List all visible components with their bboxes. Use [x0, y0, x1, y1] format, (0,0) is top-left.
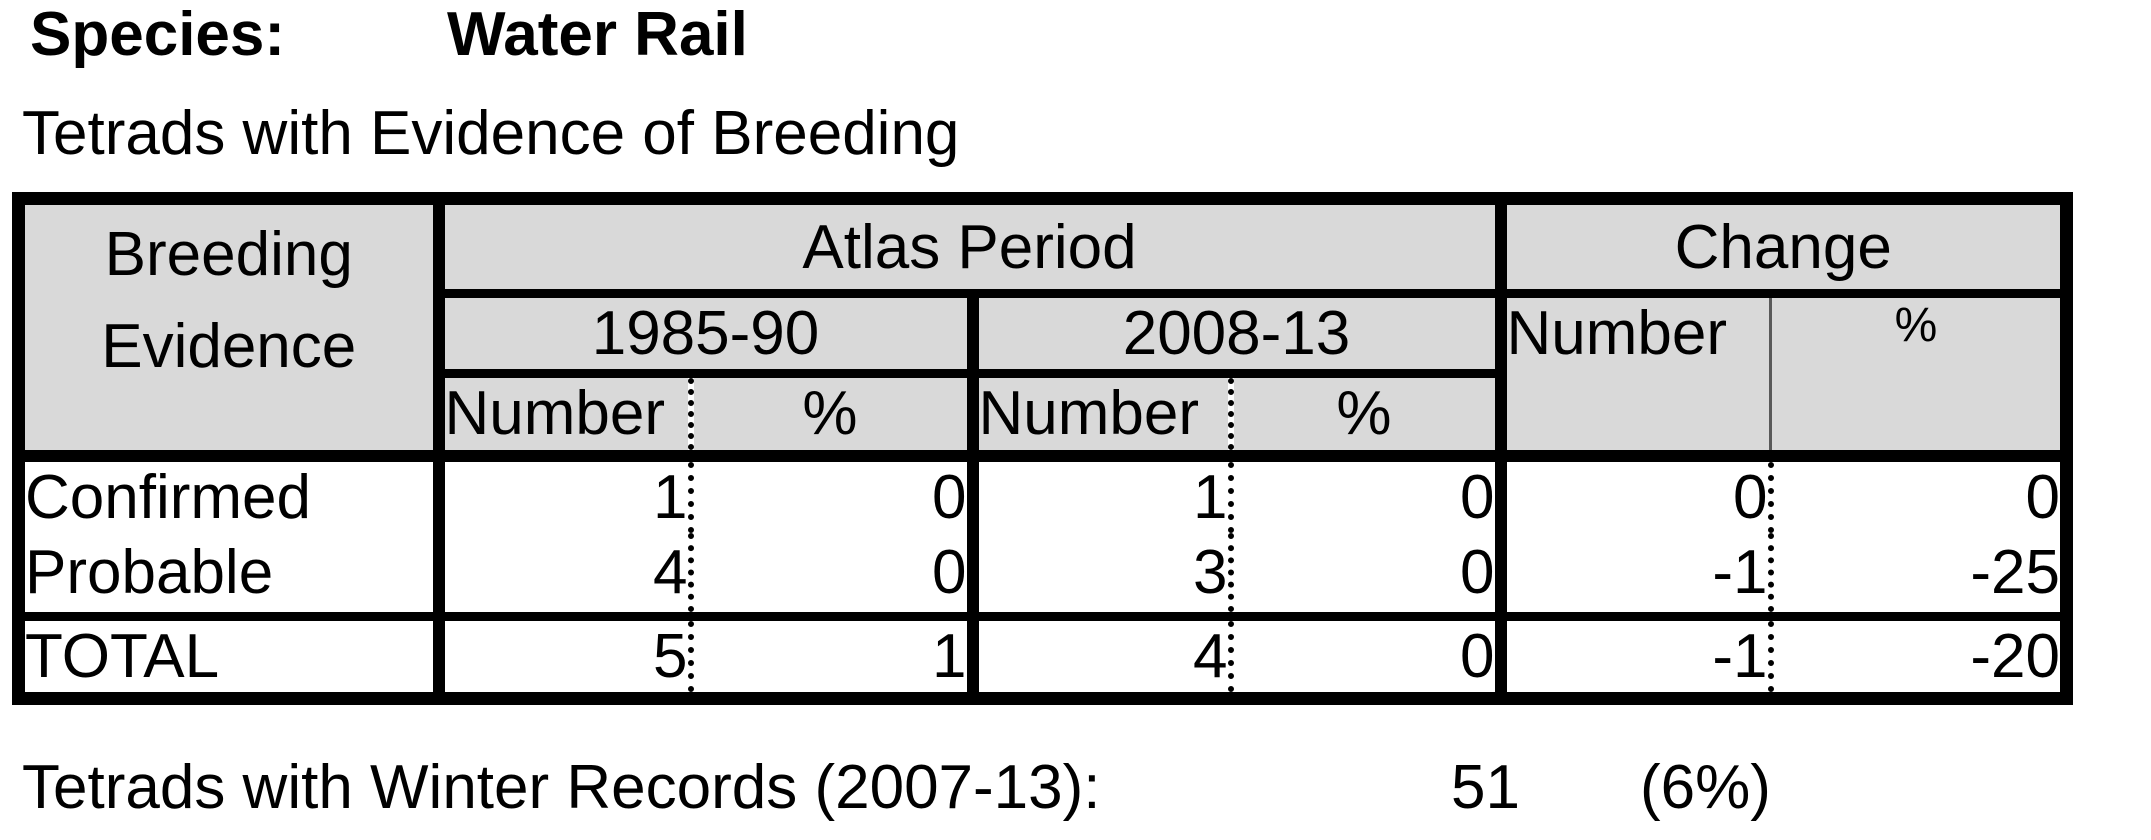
confirmed-change-percent: 0: [1767, 455, 2067, 533]
winter-records-count: 51: [1451, 753, 1520, 822]
change-group-header: Change: [1494, 198, 2067, 298]
probable-1985-number: 4: [432, 532, 691, 621]
confirmed-1985-number: 1: [432, 455, 691, 533]
total-1985-percent: 1: [687, 616, 973, 699]
total-change-number: -1: [1494, 616, 1771, 699]
table-row-probable: Probable 4 0 3 0 -1 -25: [18, 532, 2067, 621]
winter-records-percent: (6%): [1640, 753, 1771, 822]
confirmed-1985-percent: 0: [687, 455, 973, 533]
change-number-header: Number: [1494, 293, 1771, 462]
header-row-groups: Breeding Evidence Atlas Period Change: [18, 198, 2067, 462]
row-label-total: TOTAL: [25, 622, 220, 691]
period-header-1985-90: 1985-90: [432, 293, 973, 378]
period1-number-header: Number: [432, 373, 691, 462]
row-label-confirmed: Confirmed: [25, 462, 311, 532]
probable-1985-percent: 0: [687, 532, 973, 621]
probable-2008-number: 3: [966, 532, 1231, 621]
header-row-subheaders: Number % Number %: [19, 373, 2067, 462]
total-2008-percent: 0: [1227, 616, 1501, 699]
total-2008-number: 4: [966, 616, 1231, 699]
corner-header-line1: Breeding: [104, 220, 353, 289]
table-row-confirmed: Confirmed 1 0 1 0 0 0: [19, 455, 2067, 533]
period2-percent-header: %: [1227, 373, 1501, 462]
total-change-percent: -20: [1767, 616, 2067, 699]
period-header-2008-13: 2008-13: [966, 293, 1501, 378]
probable-2008-percent: 0: [1227, 532, 1501, 621]
table-subtitle: Tetrads with Evidence of Breeding: [22, 99, 960, 168]
confirmed-2008-number: 1: [966, 455, 1231, 533]
probable-change-percent: -25: [1767, 532, 2067, 621]
probable-change-number: -1: [1494, 532, 1771, 621]
period1-percent-header: %: [687, 373, 973, 462]
period2-number-header: Number: [966, 373, 1231, 462]
breeding-evidence-table: Breeding Evidence Atlas Period Change 19…: [12, 192, 2073, 705]
table-row-total: TOTAL 5 1 4 0 -1 -20: [19, 616, 2067, 699]
atlas-period-group-header: Atlas Period: [432, 198, 1501, 298]
row-label-probable: Probable: [18, 532, 439, 621]
species-name: Water Rail: [447, 0, 748, 69]
corner-header-breeding-evidence: Breeding Evidence: [18, 198, 439, 462]
header-row-periods: 1985-90 2008-13 Number %: [19, 293, 2067, 462]
total-1985-number: 5: [432, 616, 691, 699]
corner-header-line2: Evidence: [101, 312, 357, 381]
species-label: Species:: [30, 0, 286, 69]
confirmed-2008-percent: 0: [1227, 455, 1501, 533]
confirmed-change-number: 0: [1494, 455, 1771, 533]
winter-records-label: Tetrads with Winter Records (2007-13):: [22, 753, 1101, 822]
change-percent-header: %: [1769, 293, 2067, 462]
winter-records-line: Tetrads with Winter Records (2007-13): 5…: [22, 752, 2122, 832]
